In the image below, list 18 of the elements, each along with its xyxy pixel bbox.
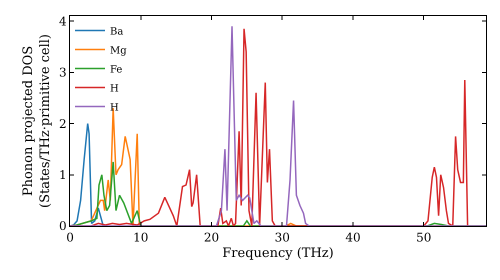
y-tick-label: 3 [58,66,67,80]
legend-label: Fe [110,64,122,76]
x-tick-label: 50 [416,230,432,244]
x-tick-label: 30 [274,230,290,244]
y-tick-label: 2 [58,116,67,131]
x-tick-label: 10 [133,230,148,244]
y-tick-label: 1 [58,168,67,182]
x-tick-label: 20 [204,230,220,244]
legend-label: H [110,83,119,94]
legend-label: H [110,102,119,114]
legend-label: Ba [110,26,124,38]
x-axis-title: Frequency (THz) [222,246,334,261]
line-series [70,122,104,226]
y-tick-label: 4 [58,14,67,28]
x-tick-label: 40 [345,230,361,244]
y-axis-title: Phonon projected DOS (States/THz·primitive cell) [21,34,53,208]
legend-label: Mg [110,45,128,56]
y-tick-label: 0 [58,219,67,234]
